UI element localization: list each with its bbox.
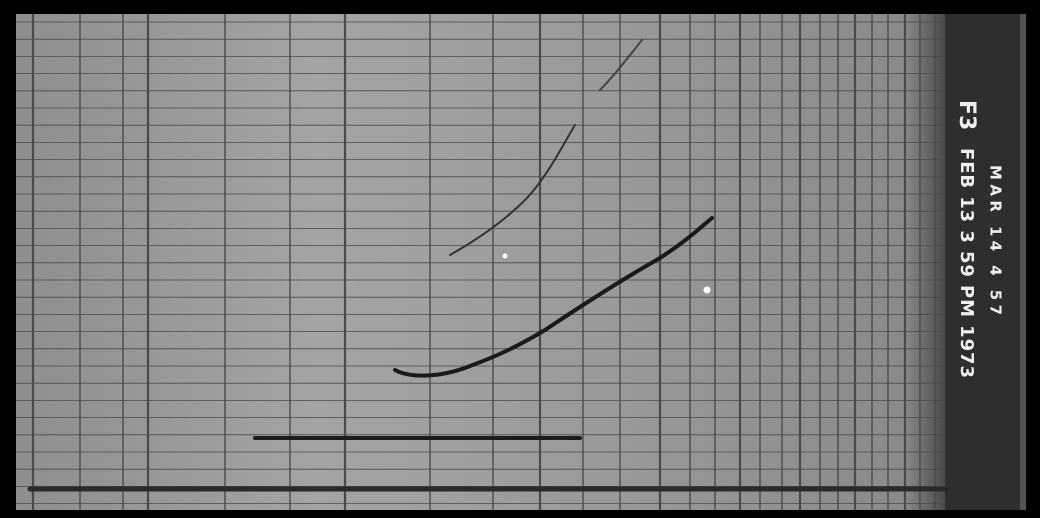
- stamp-strip: [945, 14, 1020, 510]
- film-area: [16, 14, 1026, 510]
- stamp-second: MAR 14 4 57: [987, 165, 1005, 315]
- stamp-date: FEB 13 3 59 PM 1973: [956, 148, 977, 378]
- grid: [16, 14, 945, 510]
- traces: [27, 39, 948, 492]
- dot: [703, 286, 711, 294]
- stamp-station: F3: [954, 100, 979, 130]
- trace: [599, 39, 643, 91]
- trace: [393, 216, 714, 378]
- dot: [502, 253, 508, 259]
- trace: [449, 124, 576, 256]
